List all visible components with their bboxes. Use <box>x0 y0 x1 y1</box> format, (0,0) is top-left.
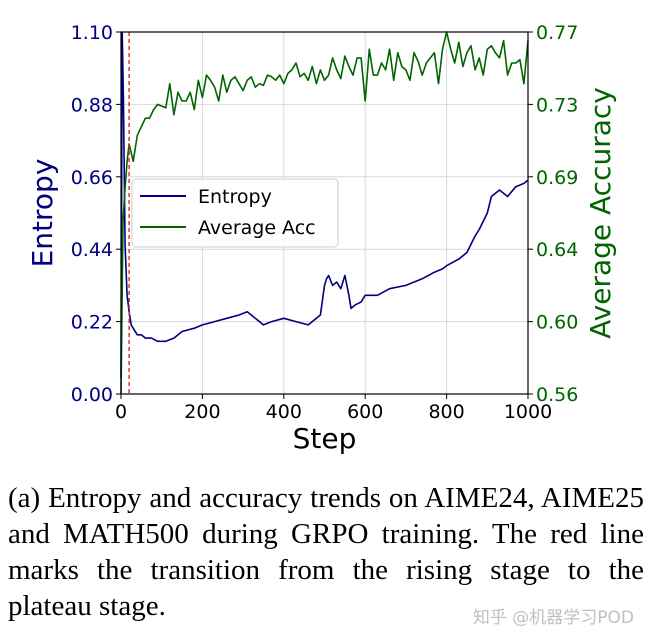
y-right-tick-label: 0.60 <box>536 312 578 334</box>
x-tick-label: 200 <box>184 401 220 423</box>
watermark: 知乎 @机器学习POD <box>472 608 634 628</box>
series-line-average-acc <box>120 31 529 395</box>
y-left-tick-label: 0.88 <box>71 94 113 116</box>
y-right-tick-label: 0.73 <box>536 94 578 116</box>
x-tick-label: 800 <box>428 401 464 423</box>
plot-frame <box>120 31 529 395</box>
x-tick-label: 0 <box>115 401 127 423</box>
legend-entry-average-acc: Average Acc <box>198 217 316 239</box>
figure-caption: (a) Entropy and accuracy trends on AIME2… <box>8 482 644 622</box>
y-left-axis-label: Entropy <box>26 159 59 268</box>
y-right-tick-label: 0.69 <box>536 167 578 189</box>
series-layer <box>120 31 529 395</box>
y-right-tick-label: 0.64 <box>536 239 578 261</box>
x-axis-label: Step <box>293 422 357 455</box>
legend: Entropy Average Acc <box>131 178 339 248</box>
chart: 0 200 400 600 800 1000 0.00 0.22 0.44 0.66 0.88 1.1… <box>26 22 617 455</box>
x-tick-label: 400 <box>266 401 302 423</box>
y-left-tick-label: 0.66 <box>71 167 113 189</box>
series-line-entropy <box>120 31 529 378</box>
ticks-layer: 0 200 400 600 800 1000 0.00 0.22 0.44 0.66 0.88 1.1… <box>71 22 579 423</box>
y-right-tick-label: 0.77 <box>536 22 578 44</box>
x-tick-label: 1000 <box>504 401 552 423</box>
x-tick-label: 600 <box>347 401 383 423</box>
y-right-tick-label: 0.56 <box>536 384 578 406</box>
y-left-tick-label: 0.44 <box>71 239 113 261</box>
y-right-axis-label: Average Accuracy <box>584 87 617 339</box>
y-left-tick-label: 1.10 <box>71 22 113 44</box>
y-left-tick-label: 0.00 <box>71 384 113 406</box>
legend-entry-entropy: Entropy <box>198 186 272 208</box>
y-left-tick-label: 0.22 <box>71 312 113 334</box>
